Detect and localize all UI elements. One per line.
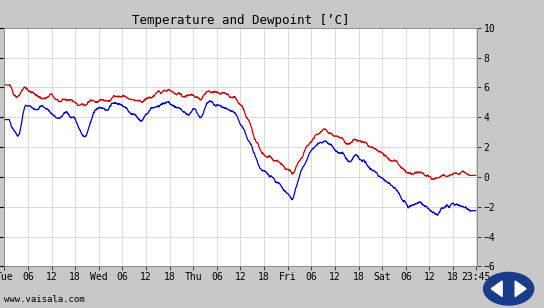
Polygon shape (491, 281, 502, 297)
Polygon shape (515, 281, 526, 297)
Circle shape (484, 273, 534, 305)
Title: Temperature and Dewpoint [ʼC]: Temperature and Dewpoint [ʼC] (132, 14, 349, 26)
Text: www.vaisala.com: www.vaisala.com (4, 295, 85, 304)
